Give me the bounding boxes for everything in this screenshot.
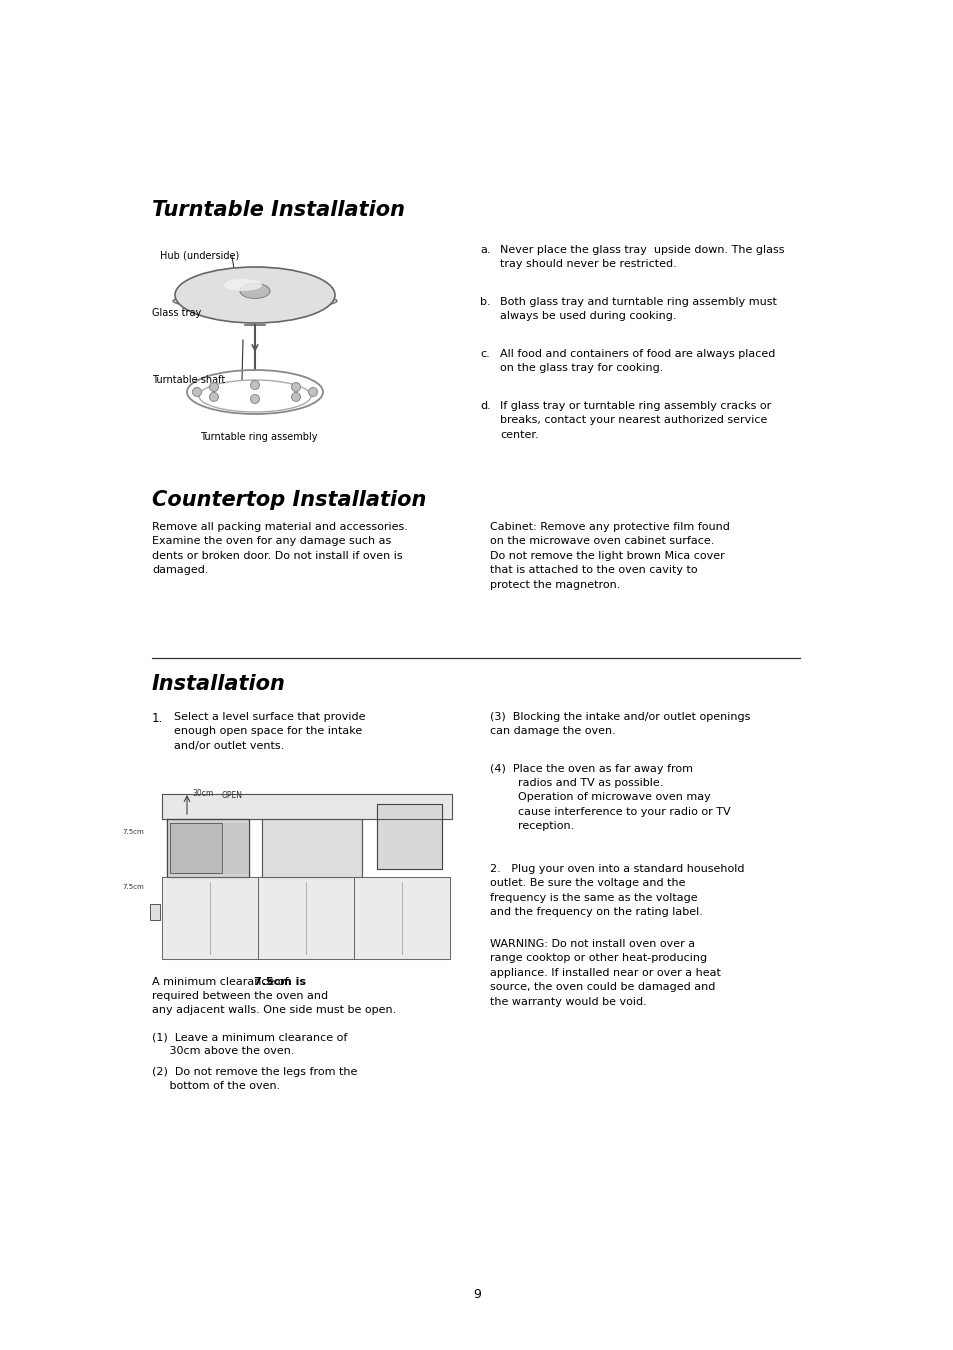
Polygon shape bbox=[354, 878, 450, 958]
Polygon shape bbox=[167, 819, 249, 878]
Text: Turntable ring assembly: Turntable ring assembly bbox=[200, 432, 317, 441]
Text: 2.   Plug your oven into a standard household
outlet. Be sure the voltage and th: 2. Plug your oven into a standard househ… bbox=[490, 864, 743, 917]
Text: Never place the glass tray  upside down. The glass
tray should never be restrict: Never place the glass tray upside down. … bbox=[499, 244, 783, 270]
Text: 7.5cm: 7.5cm bbox=[122, 884, 144, 890]
Text: radios and TV as possible.
Operation of microwave oven may
cause interference to: radios and TV as possible. Operation of … bbox=[517, 778, 730, 832]
Text: 1.: 1. bbox=[152, 711, 163, 725]
Text: Countertop Installation: Countertop Installation bbox=[152, 490, 426, 510]
Text: A minimum clearance of: A minimum clearance of bbox=[152, 977, 292, 987]
Text: d.: d. bbox=[479, 401, 490, 410]
Text: If glass tray or turntable ring assembly cracks or
breaks, contact your nearest : If glass tray or turntable ring assembly… bbox=[499, 401, 770, 440]
Text: (3)  Blocking the intake and/or outlet openings
can damage the oven.: (3) Blocking the intake and/or outlet op… bbox=[490, 711, 750, 736]
Text: 7.5cm: 7.5cm bbox=[122, 829, 144, 836]
Text: Select a level surface that provide
enough open space for the intake
and/or outl: Select a level surface that provide enou… bbox=[173, 711, 365, 751]
Ellipse shape bbox=[174, 267, 335, 323]
Ellipse shape bbox=[193, 387, 201, 397]
Ellipse shape bbox=[308, 387, 317, 397]
Text: Both glass tray and turntable ring assembly must
always be used during cooking.: Both glass tray and turntable ring assem… bbox=[499, 297, 776, 321]
Text: b.: b. bbox=[479, 297, 490, 306]
Text: Turntable Installation: Turntable Installation bbox=[152, 200, 405, 220]
Polygon shape bbox=[262, 819, 361, 878]
Text: Cabinet: Remove any protective film found
on the microwave oven cabinet surface.: Cabinet: Remove any protective film foun… bbox=[490, 522, 729, 590]
Ellipse shape bbox=[172, 293, 336, 309]
Bar bbox=[150, 904, 160, 919]
Text: required between the oven and
any adjacent walls. One side must be open.: required between the oven and any adjace… bbox=[152, 991, 395, 1015]
Ellipse shape bbox=[251, 381, 259, 390]
Text: WARNING: Do not install oven over a
range cooktop or other heat-producing
applia: WARNING: Do not install oven over a rang… bbox=[490, 940, 720, 1007]
Ellipse shape bbox=[224, 279, 262, 292]
Polygon shape bbox=[376, 805, 441, 869]
Polygon shape bbox=[257, 878, 354, 958]
Polygon shape bbox=[162, 794, 452, 819]
Ellipse shape bbox=[292, 382, 300, 391]
Text: Turntable shaft: Turntable shaft bbox=[152, 375, 225, 385]
Text: c.: c. bbox=[479, 350, 489, 359]
Text: Installation: Installation bbox=[152, 674, 286, 694]
Ellipse shape bbox=[240, 284, 270, 298]
Text: a.: a. bbox=[479, 244, 490, 255]
Text: OPEN: OPEN bbox=[222, 791, 243, 801]
Ellipse shape bbox=[210, 382, 218, 391]
Text: (4)  Place the oven as far away from: (4) Place the oven as far away from bbox=[490, 764, 692, 774]
Polygon shape bbox=[170, 824, 222, 873]
Text: (2)  Do not remove the legs from the
     bottom of the oven.: (2) Do not remove the legs from the bott… bbox=[152, 1066, 357, 1091]
Text: 30cm: 30cm bbox=[192, 788, 213, 798]
Polygon shape bbox=[224, 824, 247, 873]
Text: 7.5cm is: 7.5cm is bbox=[254, 977, 306, 987]
Text: 9: 9 bbox=[473, 1288, 480, 1301]
Text: Hub (underside): Hub (underside) bbox=[160, 250, 239, 261]
Ellipse shape bbox=[292, 393, 300, 401]
Text: Glass tray: Glass tray bbox=[152, 308, 201, 319]
Ellipse shape bbox=[251, 394, 259, 404]
Polygon shape bbox=[162, 878, 257, 958]
Text: Remove all packing material and accessories.
Examine the oven for any damage suc: Remove all packing material and accessor… bbox=[152, 522, 408, 575]
Text: All food and containers of food are always placed
on the glass tray for cooking.: All food and containers of food are alwa… bbox=[499, 350, 775, 374]
Text: (1)  Leave a minimum clearance of
     30cm above the oven.: (1) Leave a minimum clearance of 30cm ab… bbox=[152, 1031, 347, 1057]
Ellipse shape bbox=[210, 393, 218, 401]
